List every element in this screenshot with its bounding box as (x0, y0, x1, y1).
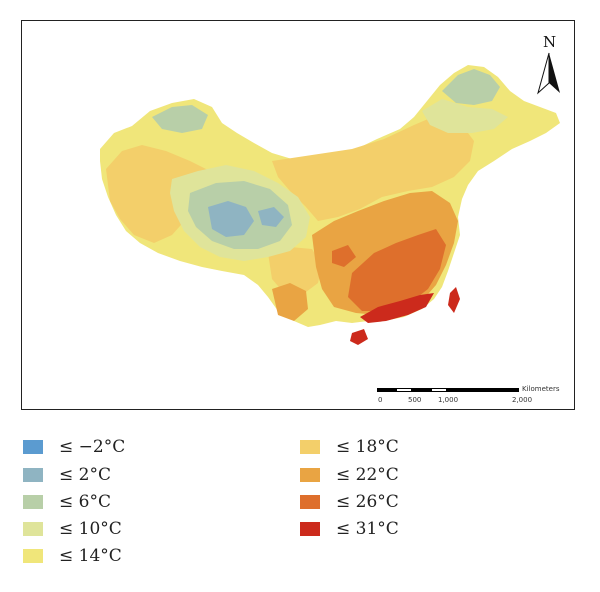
zone-22c-southwest (272, 283, 308, 321)
zone-18c-west (106, 145, 218, 243)
legend-label: ≤ 14°C (59, 546, 122, 566)
scale-bar: 0 500 1,000 2,000 Kilometers (377, 385, 560, 404)
map-frame: N 0 500 1,000 2,000 Kilometers (21, 20, 575, 410)
zone-10c-northeast (422, 99, 508, 133)
scale-tick-500: 500 (408, 396, 421, 404)
north-label: N (543, 33, 556, 51)
legend-label: ≤ −2°C (59, 437, 126, 457)
zone-2c-east (258, 207, 284, 227)
legend-item-10: ≤ 10°C (23, 519, 122, 539)
legend-item-6: ≤ 6°C (23, 492, 111, 512)
legend-label: ≤ 31°C (336, 519, 399, 539)
zone-18c-south (268, 247, 322, 295)
legend-label: ≤ 2°C (59, 465, 111, 485)
legend-item-26: ≤ 26°C (300, 492, 399, 512)
legend-swatch (300, 522, 320, 536)
island-taiwan (448, 287, 460, 313)
legend-item-18: ≤ 18°C (300, 437, 399, 457)
legend-item-2: ≤ 2°C (23, 465, 111, 485)
zone-18c-mid (272, 113, 474, 221)
zone-6c-northwest (152, 105, 208, 133)
scale-unit-label: Kilometers (522, 385, 560, 393)
legend-item-minus2: ≤ −2°C (23, 437, 125, 457)
legend-label: ≤ 22°C (336, 465, 399, 485)
north-arrow-icon (549, 53, 560, 93)
legend-item-14: ≤ 14°C (23, 546, 122, 566)
temperature-map: N 0 500 1,000 2,000 Kilometers (100, 33, 560, 404)
zone-6c-northeast (442, 69, 500, 105)
legend-item-22: ≤ 22°C (300, 465, 399, 485)
zone-26c-west (332, 245, 356, 267)
legend-swatch (300, 495, 320, 509)
zone-26c (348, 229, 446, 311)
legend-swatch (300, 440, 320, 454)
legend-swatch (23, 440, 43, 454)
legend-swatch (23, 495, 43, 509)
legend-swatch (300, 468, 320, 482)
north-arrow: N (537, 33, 560, 95)
island-hainan (350, 329, 368, 345)
legend-item-31: ≤ 31°C (300, 519, 399, 539)
legend-swatch (23, 468, 43, 482)
legend-swatch (23, 549, 43, 563)
legend-swatch (23, 522, 43, 536)
scale-tick-1000: 1,000 (438, 396, 458, 404)
zone-2c (208, 201, 254, 237)
legend-label: ≤ 18°C (336, 437, 399, 457)
scale-tick-2000: 2,000 (512, 396, 532, 404)
legend-label: ≤ 26°C (336, 492, 399, 512)
scale-tick-0: 0 (378, 396, 382, 404)
legend-label: ≤ 10°C (59, 519, 122, 539)
legend-label: ≤ 6°C (59, 492, 111, 512)
zone-31c (360, 293, 434, 323)
